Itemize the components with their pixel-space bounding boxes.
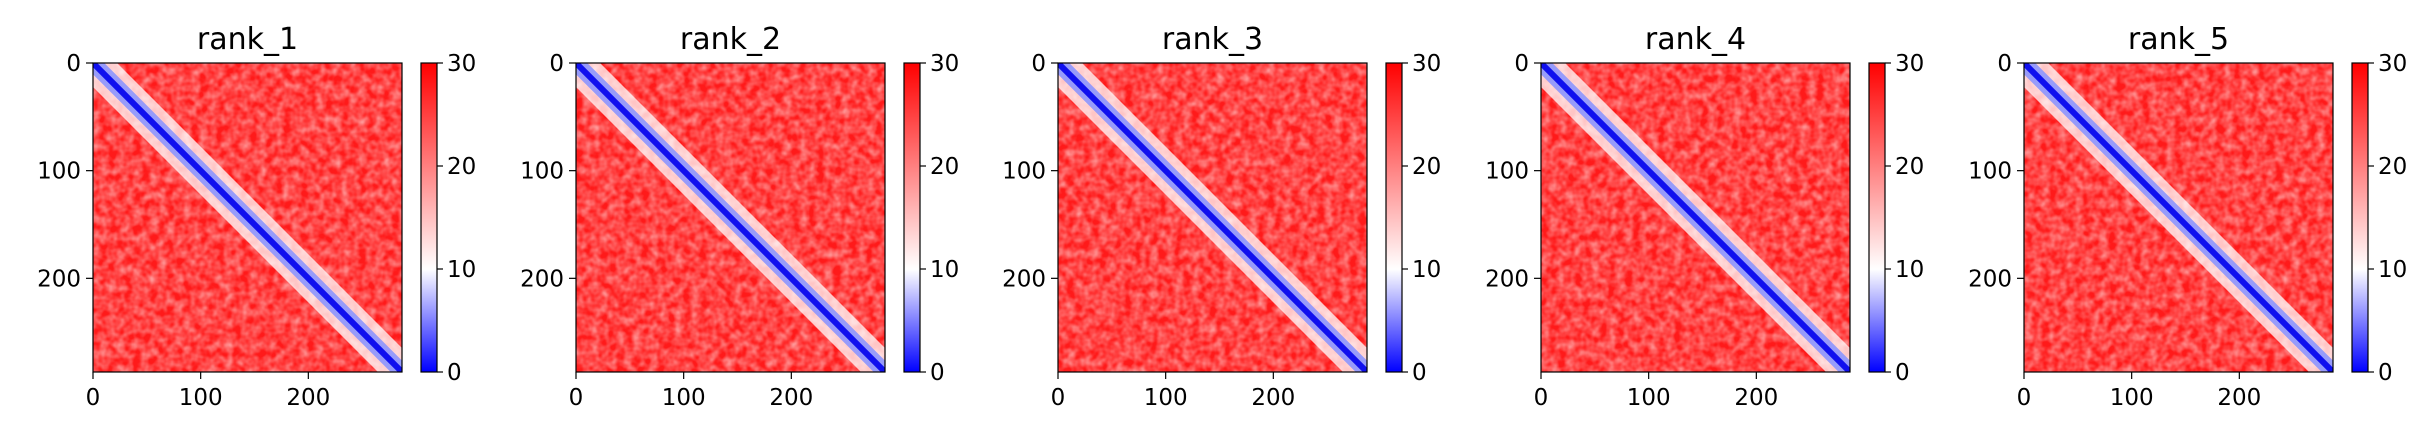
- panel-2: rank_2 0 100 200 0 100 200 0 10 20 30: [520, 22, 959, 411]
- y-tick-label: 200: [1968, 266, 2012, 292]
- colorbar-tick-label: 10: [1412, 257, 1441, 283]
- heatmap-image: [2024, 63, 2333, 372]
- panel-title: rank_3: [1162, 22, 1263, 57]
- diagonal-core: [1541, 63, 1850, 372]
- heatmap-image: [93, 63, 402, 372]
- plot-frame: [1540, 62, 1851, 373]
- colorbar-tick-label: 0: [2378, 360, 2393, 386]
- diagonal-core: [576, 63, 885, 372]
- panel-title: rank_5: [2128, 22, 2229, 57]
- y-tick-label: 100: [1002, 159, 1046, 185]
- y-tick-label: 0: [1514, 51, 1529, 77]
- y-tick-label: 100: [37, 159, 81, 185]
- colorbar-tick-label: 20: [1412, 154, 1441, 180]
- colorbar-gradient: [420, 62, 438, 373]
- diagonal-core: [1058, 63, 1367, 372]
- plot-frame: [2023, 62, 2334, 373]
- colorbar: 0 10 20 30: [903, 51, 959, 386]
- panel-3: rank_3 0 100 200 0 100 200 0 10 20 30: [1002, 22, 1441, 411]
- y-tick-label: 0: [1031, 51, 1046, 77]
- colorbar: 0 10 20 30: [420, 51, 476, 386]
- x-tick-label: 200: [286, 385, 330, 411]
- colorbar: 0 10 20 30: [2351, 51, 2407, 386]
- colorbar-tick-label: 10: [2378, 257, 2407, 283]
- y-tick-label: 200: [520, 266, 564, 292]
- colorbar-tick-label: 20: [930, 154, 959, 180]
- heatmap-image: [1541, 63, 1850, 372]
- x-tick-label: 0: [1051, 385, 1066, 411]
- colorbar-tick-label: 30: [2378, 51, 2407, 77]
- colorbar-tick-label: 30: [1895, 51, 1924, 77]
- diagonal-core: [93, 63, 402, 372]
- plot-frame: [92, 62, 403, 373]
- y-tick-label: 0: [1997, 51, 2012, 77]
- panel-title: rank_2: [680, 22, 781, 57]
- colorbar-tick-label: 30: [930, 51, 959, 77]
- colorbar: 0 10 20 30: [1385, 51, 1441, 386]
- colorbar-tick-label: 20: [2378, 154, 2407, 180]
- panel-title: rank_1: [197, 22, 298, 57]
- x-tick-label: 0: [86, 385, 101, 411]
- colorbar-tick-label: 10: [447, 257, 476, 283]
- colorbar-tick-label: 10: [1895, 257, 1924, 283]
- x-tick-label: 0: [569, 385, 584, 411]
- y-tick-label: 200: [37, 266, 81, 292]
- diagonal-core: [2024, 63, 2333, 372]
- colorbar-gradient: [2351, 62, 2369, 373]
- panel-title: rank_4: [1645, 22, 1746, 57]
- y-tick-label: 0: [66, 51, 81, 77]
- y-tick-label: 100: [520, 159, 564, 185]
- y-tick-label: 200: [1485, 266, 1529, 292]
- colorbar-gradient: [903, 62, 921, 373]
- colorbar-tick-label: 0: [1412, 360, 1427, 386]
- colorbar-tick-label: 0: [930, 360, 945, 386]
- colorbar: 0 10 20 30: [1868, 51, 1924, 386]
- plot-frame: [1057, 62, 1368, 373]
- colorbar-gradient: [1868, 62, 1886, 373]
- colorbar-tick-label: 0: [447, 360, 462, 386]
- panel-5: rank_5 0 100 200 0 100 200 0 10 20 30: [1968, 22, 2407, 411]
- x-tick-label: 100: [1144, 385, 1188, 411]
- x-tick-label: 100: [2110, 385, 2154, 411]
- panel-4: rank_4 0 100 200 0 100 200 0 10 20 30: [1485, 22, 1924, 411]
- x-tick-label: 100: [662, 385, 706, 411]
- x-tick-label: 200: [2217, 385, 2261, 411]
- colorbar-tick-label: 20: [447, 154, 476, 180]
- heatmap-image: [1058, 63, 1367, 372]
- y-tick-label: 200: [1002, 266, 1046, 292]
- colorbar-tick-label: 0: [1895, 360, 1910, 386]
- colorbar-tick-label: 20: [1895, 154, 1924, 180]
- x-tick-label: 0: [1534, 385, 1549, 411]
- colorbar-tick-label: 30: [447, 51, 476, 77]
- x-tick-label: 100: [179, 385, 223, 411]
- y-tick-label: 100: [1485, 159, 1529, 185]
- colorbar-tick-label: 30: [1412, 51, 1441, 77]
- y-tick-label: 0: [549, 51, 564, 77]
- heatmap-image: [576, 63, 885, 372]
- colorbar-tick-label: 10: [930, 257, 959, 283]
- x-tick-label: 0: [2017, 385, 2032, 411]
- x-tick-label: 200: [769, 385, 813, 411]
- x-tick-label: 100: [1627, 385, 1671, 411]
- y-tick-label: 100: [1968, 159, 2012, 185]
- colorbar-gradient: [1385, 62, 1403, 373]
- x-tick-label: 200: [1734, 385, 1778, 411]
- panel-1: rank_1 0 100 200 0 100 200 0 10 20 30: [37, 22, 476, 411]
- x-tick-label: 200: [1251, 385, 1295, 411]
- plot-frame: [575, 62, 886, 373]
